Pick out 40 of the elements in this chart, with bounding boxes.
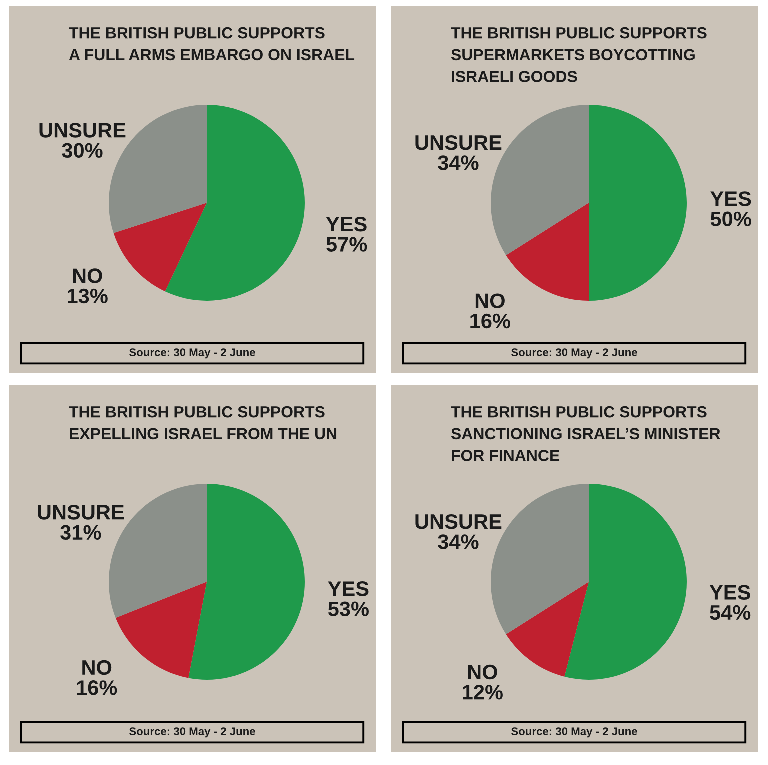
data-label: 34%: [438, 534, 479, 550]
pie-slice: [564, 484, 687, 680]
pie-slice: [116, 582, 207, 678]
chart-title: THE BRITISH PUBLIC SUPPORTS SANCTIONING ISRAEL’S MINISTER FOR FINANCE: [451, 406, 720, 462]
slice-label: UNSURE: [416, 135, 502, 150]
data-label: 54%: [710, 605, 751, 620]
data-label: 16%: [77, 680, 118, 696]
source-note: Source: 30 May - 2 June: [130, 728, 256, 738]
data-label: 50%: [710, 212, 752, 227]
source-note: Source: 30 May - 2 June: [512, 348, 638, 359]
slice-label: UNSURE: [38, 505, 124, 520]
slice-label: YES: [328, 582, 369, 596]
chart-title: THE BRITISH PUBLIC SUPPORTS SUPERMARKETS BOYCOTTING ISRAELI GOODS: [451, 27, 707, 82]
pie-slice: [188, 484, 305, 680]
chart-title: THE BRITISH PUBLIC SUPPORTS A FULL ARMS EMBARGO ON ISRAEL: [69, 27, 355, 61]
slice-label: UNSURE: [40, 123, 126, 138]
pie-slice: [506, 203, 589, 301]
slice-label: YES: [710, 192, 752, 206]
data-label: 12%: [463, 685, 503, 700]
data-label: 57%: [326, 237, 368, 252]
slice-label: NO: [476, 294, 505, 308]
pie-slice: [589, 105, 687, 301]
chart-title: THE BRITISH PUBLIC SUPPORTS EXPELLING ISRAEL FROM THE UN: [69, 406, 337, 440]
slice-label: YES: [326, 217, 367, 232]
data-label: 16%: [470, 314, 510, 329]
source-note: Source: 30 May - 2 June: [130, 348, 256, 359]
data-label: 30%: [62, 143, 103, 158]
data-label: 31%: [60, 525, 102, 540]
slice-label: YES: [710, 585, 750, 600]
slice-label: NO: [73, 268, 102, 284]
pie-slice: [165, 105, 305, 301]
slice-label: NO: [82, 660, 112, 676]
slice-label: NO: [468, 664, 498, 680]
source-note: Source: 30 May - 2 June: [512, 728, 638, 738]
pie-slice: [506, 582, 589, 677]
slice-label: UNSURE: [416, 514, 502, 530]
data-label: 34%: [438, 156, 479, 170]
data-label: 13%: [68, 288, 108, 304]
pie-slice: [114, 203, 207, 292]
data-label: 53%: [328, 602, 369, 617]
